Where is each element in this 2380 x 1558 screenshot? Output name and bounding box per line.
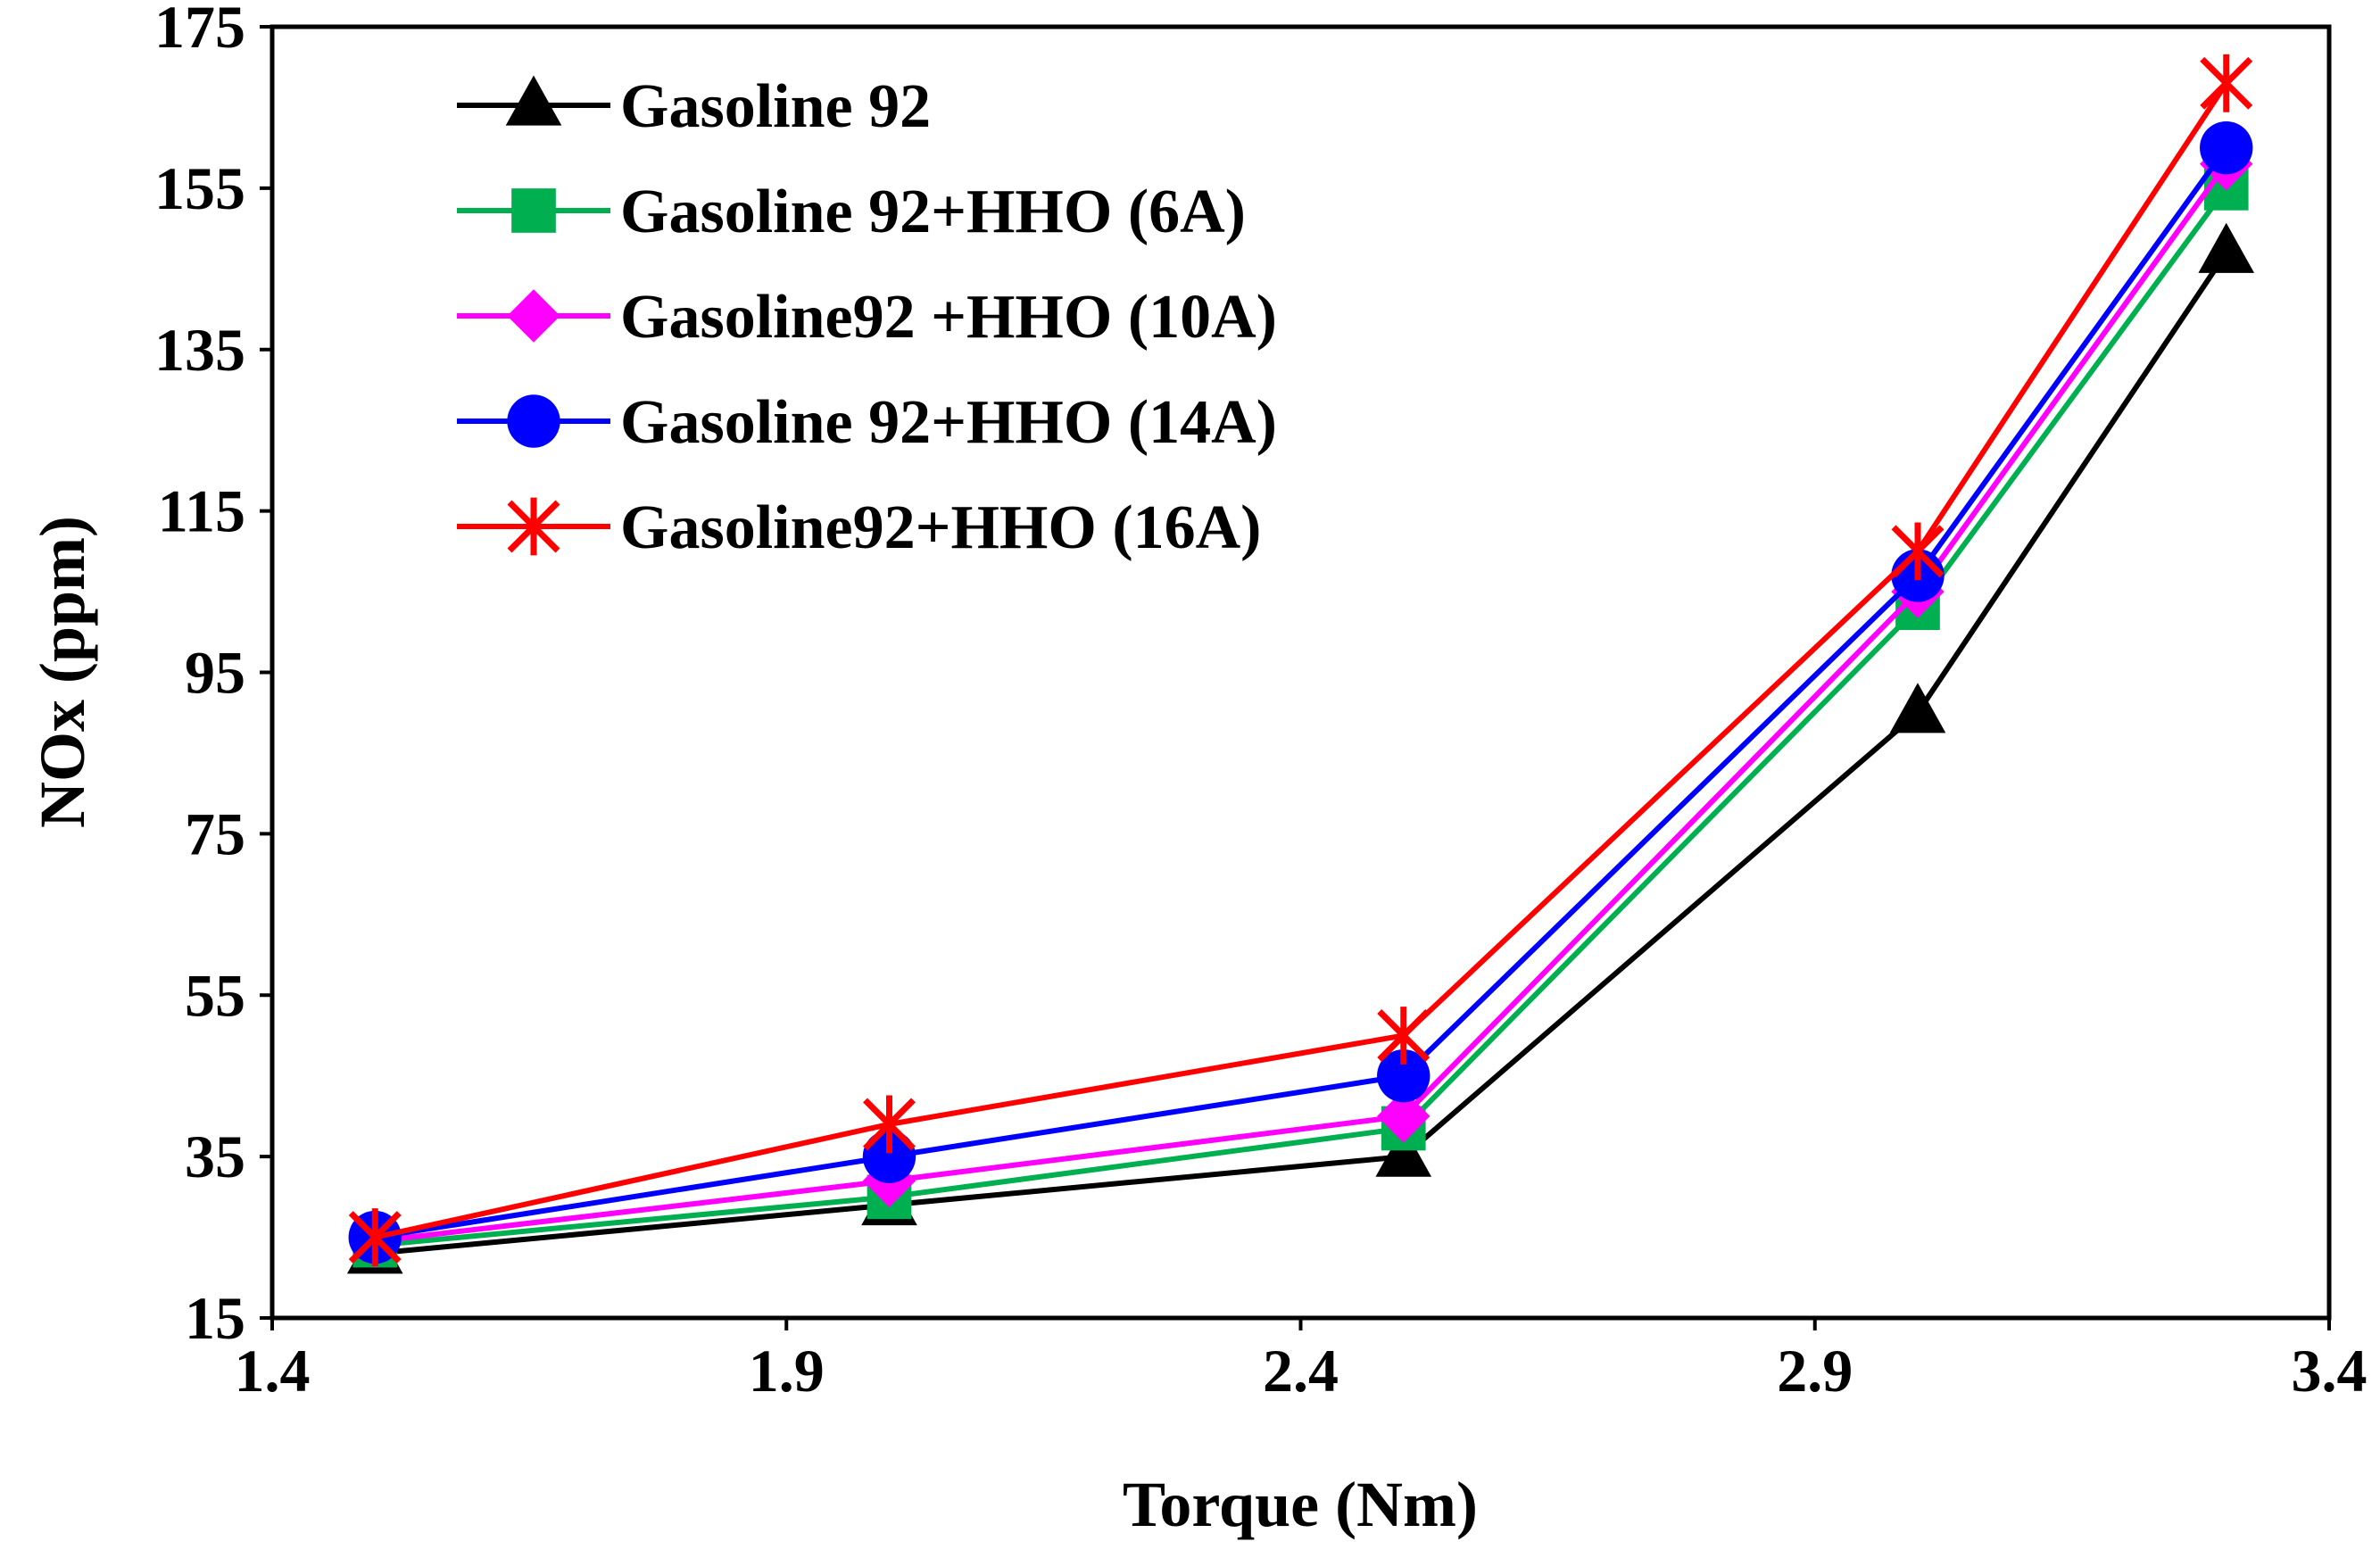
y-tick-label: 15 xyxy=(185,1284,245,1352)
legend-entry: Gasoline 92+HHO (6A) xyxy=(457,178,1246,246)
legend-marker xyxy=(507,497,560,556)
legend-label: Gasoline92 +HHO (10A) xyxy=(620,283,1277,352)
legend-label: Gasoline 92 xyxy=(620,72,931,141)
legend-label: Gasoline 92+HHO (6A) xyxy=(620,178,1246,246)
plot-area xyxy=(270,24,2332,1321)
data-point xyxy=(1375,1126,1432,1177)
x-axis-ticks: 1.4 1.9 2.4 2.9 3.4 xyxy=(235,1318,2368,1405)
legend-marker xyxy=(511,188,556,233)
data-point xyxy=(862,1130,916,1183)
y-axis-title: NOx (ppm) xyxy=(27,516,98,828)
legend: Gasoline 92 Gasoline 92+HHO (6A) Gasoline9… xyxy=(457,72,1277,562)
data-point xyxy=(863,1095,916,1154)
x-tick-label: 1.4 xyxy=(235,1337,311,1405)
y-tick-label: 155 xyxy=(154,154,245,222)
legend-entry: Gasoline92+HHO (16A) xyxy=(457,493,1262,562)
data-point xyxy=(1377,1090,1430,1143)
y-axis-ticks: 15 35 55 75 95 115 135 155 175 xyxy=(154,0,272,1352)
x-tick-label: 2.9 xyxy=(1777,1337,1853,1405)
y-tick-label: 175 xyxy=(154,0,245,61)
legend-entry: Gasoline92 +HHO (10A) xyxy=(457,283,1277,352)
y-tick-label: 55 xyxy=(185,961,245,1029)
data-point xyxy=(2200,54,2253,112)
legend-marker xyxy=(505,75,562,126)
y-tick-label: 75 xyxy=(185,800,245,867)
legend-entry: Gasoline 92 xyxy=(457,72,931,141)
y-tick-label: 115 xyxy=(158,477,245,545)
data-point xyxy=(1377,1048,1430,1103)
data-point xyxy=(2200,120,2253,175)
x-tick-label: 1.9 xyxy=(749,1337,825,1405)
data-point xyxy=(348,1208,402,1266)
data-point xyxy=(1377,1007,1430,1065)
y-tick-label: 95 xyxy=(185,639,245,707)
x-tick-label: 3.4 xyxy=(2292,1337,2368,1405)
legend-marker xyxy=(507,289,560,343)
legend-marker xyxy=(507,394,560,448)
legend-entry: Gasoline 92+HHO (14A) xyxy=(457,388,1277,457)
data-point xyxy=(1891,522,1945,581)
y-tick-label: 135 xyxy=(154,316,245,384)
data-point xyxy=(2198,222,2255,273)
legend-label: Gasoline 92+HHO (14A) xyxy=(620,388,1277,457)
x-axis-title: Torque (Nm) xyxy=(1123,1469,1478,1540)
series-5 xyxy=(348,54,2253,1266)
data-point xyxy=(1889,683,1946,733)
y-tick-label: 35 xyxy=(185,1123,245,1190)
x-tick-label: 2.4 xyxy=(1263,1337,1339,1405)
legend-label: Gasoline92+HHO (16A) xyxy=(620,493,1262,562)
series-layer xyxy=(346,54,2255,1274)
